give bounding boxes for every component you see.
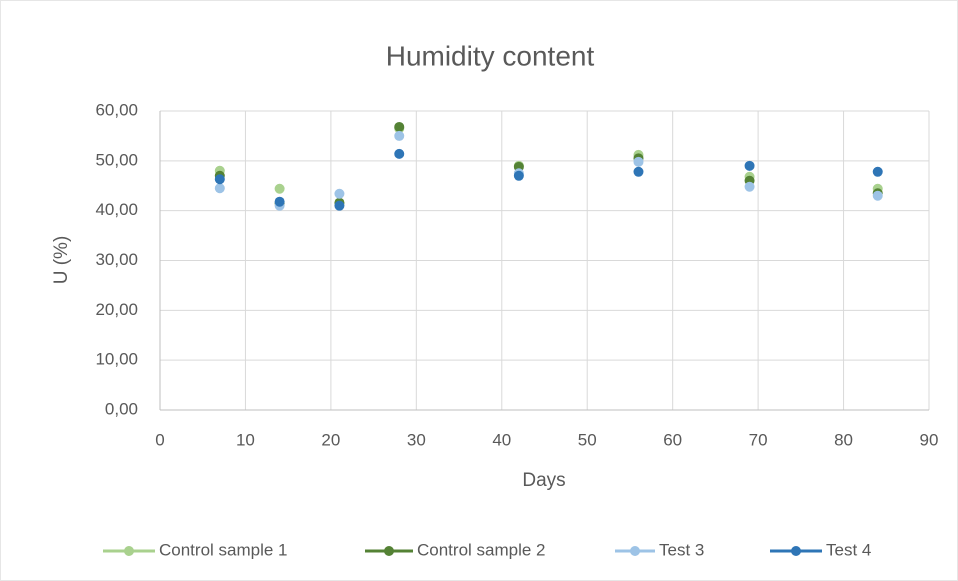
point <box>274 183 285 194</box>
point <box>394 130 405 141</box>
chart-title: Humidity content <box>386 40 595 71</box>
x-tick-label: 0 <box>155 430 164 449</box>
x-tick-label: 80 <box>834 430 853 449</box>
y-tick-label: 10,00 <box>95 350 138 369</box>
y-tick-label: 50,00 <box>95 150 138 169</box>
y-tick-label: 30,00 <box>95 250 138 269</box>
legend-label: Control sample 2 <box>417 540 546 559</box>
point <box>513 170 524 181</box>
point <box>394 148 405 159</box>
y-tick-label: 60,00 <box>95 100 138 119</box>
point <box>744 160 755 171</box>
point <box>274 196 285 207</box>
legend-marker <box>384 546 394 556</box>
legend-marker <box>791 546 801 556</box>
x-tick-label: 60 <box>663 430 682 449</box>
legend-label: Control sample 1 <box>159 540 288 559</box>
y-tick-label: 0,00 <box>105 399 138 418</box>
point <box>214 183 225 194</box>
point <box>744 181 755 192</box>
x-tick-label: 20 <box>321 430 340 449</box>
point <box>394 121 405 132</box>
x-tick-label: 30 <box>407 430 426 449</box>
legend-marker <box>124 546 134 556</box>
x-tick-label: 40 <box>492 430 511 449</box>
point <box>872 190 883 201</box>
point <box>334 188 345 199</box>
x-tick-label: 70 <box>749 430 768 449</box>
legend-marker <box>630 546 640 556</box>
y-tick-label: 20,00 <box>95 300 138 319</box>
point <box>214 174 225 185</box>
x-tick-label: 10 <box>236 430 255 449</box>
x-tick-label: 90 <box>920 430 939 449</box>
point <box>872 166 883 177</box>
point <box>633 156 644 167</box>
x-axis-label: Days <box>522 470 565 491</box>
legend-label: Test 3 <box>659 540 704 559</box>
legend-label: Test 4 <box>826 540 871 559</box>
y-axis-label: U (%) <box>51 236 72 285</box>
point <box>334 200 345 211</box>
x-tick-label: 50 <box>578 430 597 449</box>
point <box>633 166 644 177</box>
y-tick-label: 40,00 <box>95 200 138 219</box>
